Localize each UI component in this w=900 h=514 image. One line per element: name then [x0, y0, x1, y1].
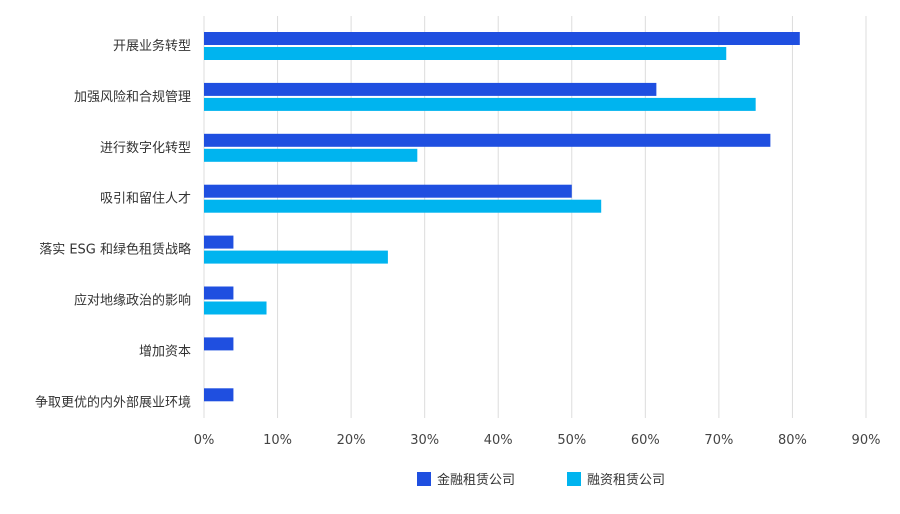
category-label: 落实 ESG 和绿色租赁战略 [39, 242, 191, 258]
bar-series-2 [204, 250, 388, 264]
legend: 金融租赁公司 融资租赁公司 [417, 472, 665, 488]
bar-series-2 [204, 148, 418, 162]
x-tick-label: 70% [704, 433, 733, 448]
bar-series-1 [204, 184, 572, 198]
bar-series-1 [204, 32, 800, 45]
category-label: 争取更优的内外部展业环境 [35, 394, 191, 410]
x-tick-label: 0% [194, 433, 215, 448]
category-label: 加强风险和合规管理 [74, 90, 191, 105]
x-tick-label: 20% [337, 433, 366, 448]
bar-series-1 [204, 235, 234, 249]
x-tick-label: 30% [410, 433, 439, 448]
x-tick-label: 40% [484, 433, 513, 448]
bar-series-2 [204, 97, 756, 111]
bar-series-1 [204, 286, 234, 300]
bar-series-2 [204, 199, 602, 213]
bar-series-1 [204, 133, 771, 147]
legend-label: 金融租赁公司 [437, 472, 515, 488]
bar-series-2 [204, 301, 267, 315]
category-label: 开展业务转型 [113, 38, 191, 54]
legend-swatch [567, 472, 581, 486]
x-tick-label: 60% [631, 433, 660, 448]
tick-label-layer: 0% 10% 20% 30% 40% 50% 60% 70% 80% 90% [194, 433, 881, 448]
category-label: 增加资本 [139, 344, 191, 359]
category-label: 吸引和留住人才 [100, 192, 191, 207]
legend-label: 融资租赁公司 [587, 473, 665, 488]
x-tick-label: 80% [778, 433, 807, 448]
bar-series-1 [204, 337, 234, 351]
grid-layer [203, 16, 867, 418]
x-tick-label: 90% [852, 433, 881, 448]
x-tick-label: 50% [557, 433, 586, 448]
legend-swatch [417, 472, 431, 486]
bar-series-1 [204, 82, 657, 96]
bar-series-1 [204, 388, 234, 402]
category-label: 应对地缘政治的影响 [74, 293, 191, 309]
bar-series-2 [204, 47, 727, 60]
bar-layer [204, 32, 800, 402]
x-tick-label: 10% [263, 433, 292, 448]
category-label: 进行数字化转型 [100, 141, 191, 156]
